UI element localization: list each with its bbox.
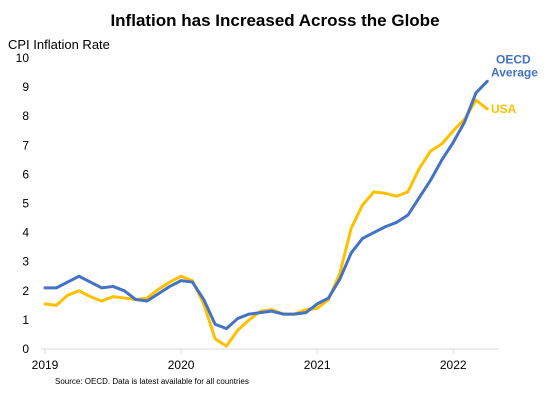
x-tick-label: 2019 [32, 358, 59, 372]
chart-title: Inflation has Increased Across the Globe [110, 11, 439, 30]
y-tick-label: 6 [22, 167, 29, 181]
y-axis-label: CPI Inflation Rate [8, 37, 110, 52]
y-tick-label: 4 [22, 226, 29, 240]
y-tick-label: 5 [22, 197, 29, 211]
y-tick-label: 9 [22, 80, 29, 94]
series-label-usa: USA [491, 102, 517, 116]
y-tick-label: 7 [22, 138, 29, 152]
series-labels: OECD Average USA [491, 52, 538, 116]
series-label-oecd-average: OECD Average [491, 52, 538, 79]
y-tick-label: 1 [22, 313, 29, 327]
x-tick-label: 2020 [168, 358, 195, 372]
series-line-usa [43, 98, 489, 348]
source-note: Source: OECD. Data is latest available f… [55, 377, 249, 386]
x-tick-label: 2021 [304, 358, 331, 372]
y-tick-label: 3 [22, 255, 29, 269]
series-line-oecd-average [43, 79, 489, 331]
y-tick-label: 2 [22, 284, 29, 298]
y-axis-ticks: 0 1 2 3 4 5 6 7 8 9 10 [16, 51, 30, 356]
y-tick-label: 10 [16, 51, 30, 65]
series-label-line: USA [491, 102, 517, 116]
x-tick-label: 2022 [440, 358, 467, 372]
y-tick-label: 0 [22, 342, 29, 356]
y-tick-label: 8 [22, 109, 29, 123]
series-layer [43, 79, 489, 348]
x-axis-ticks: 2019 2020 2021 2022 [32, 349, 467, 372]
series-label-line: OECD [496, 52, 531, 66]
series-label-line: Average [491, 65, 538, 79]
